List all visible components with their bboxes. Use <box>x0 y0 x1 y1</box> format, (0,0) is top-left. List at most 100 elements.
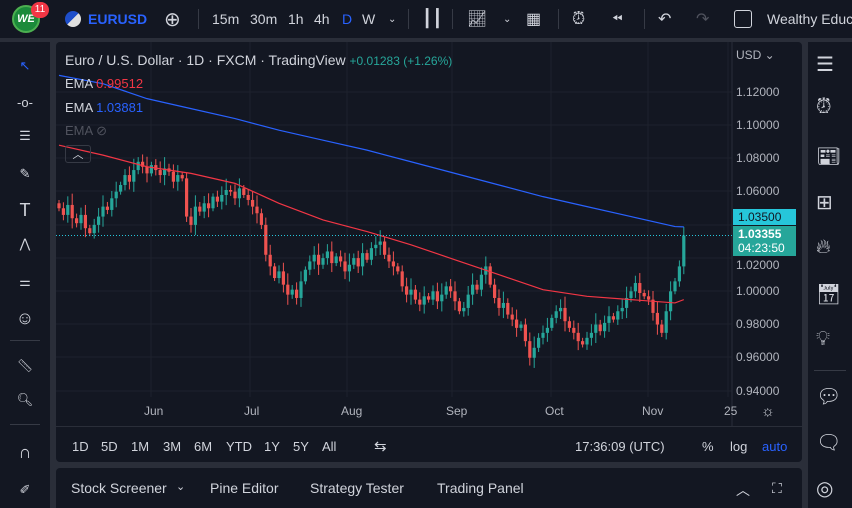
chevron-down-icon[interactable]: ⌄ <box>176 481 186 493</box>
range-1d[interactable]: 1D <box>72 439 89 454</box>
candle-body <box>462 307 466 312</box>
tab-strategy-tester[interactable]: Strategy Tester <box>310 480 404 496</box>
drawing-toolbar: ↖ -o- ☰ ✎ T ⋀ ⚌ ☺ 📏︎ 🔍︎ ∩ ✐ <box>0 42 50 508</box>
maximize-panel-icon[interactable]: ⛶ <box>772 480 782 496</box>
interval-1h[interactable]: 1h <box>288 11 304 27</box>
candle-body <box>220 194 224 202</box>
range-5d[interactable]: 5D <box>101 439 118 454</box>
messages-icon[interactable]: 🗨︎ <box>816 432 842 454</box>
magnet-icon[interactable]: ∩ <box>18 441 32 462</box>
symbol-search[interactable]: EURUSD <box>88 11 148 27</box>
collapse-panel-icon[interactable]: ︿ <box>736 482 750 498</box>
alarm-icon[interactable]: ⏰︎ <box>816 96 832 118</box>
forecast-icon[interactable]: ⚌ <box>19 274 31 289</box>
candle-body <box>75 218 79 224</box>
zoom-in-icon[interactable]: 🔍︎ <box>16 392 34 407</box>
calendar-icon[interactable]: 📅︎ <box>816 284 842 306</box>
tab-trading-panel[interactable]: Trading Panel <box>437 480 524 496</box>
candle-body <box>435 291 439 302</box>
candle-body <box>444 286 448 295</box>
layout-grid-icon[interactable]: ▦ <box>526 11 542 28</box>
clock[interactable]: 17:36:09 (UTC) <box>575 439 665 454</box>
tab-pine-editor[interactable]: Pine Editor <box>210 480 279 496</box>
layout-checkbox[interactable] <box>734 0 752 38</box>
percent-toggle[interactable]: % <box>702 439 714 454</box>
candle-body <box>647 296 651 300</box>
range-1m[interactable]: 1M <box>131 439 150 454</box>
lock-icon[interactable]: ✐ <box>19 482 31 497</box>
pattern-icon[interactable]: ⋀ <box>19 236 31 251</box>
ema-fast-line <box>58 144 685 304</box>
candle-body <box>308 261 312 270</box>
range-6m[interactable]: 6M <box>194 439 213 454</box>
ruler-icon[interactable]: 📏︎ <box>16 358 34 373</box>
interval-d[interactable]: D <box>342 11 353 27</box>
interval-30m[interactable]: 30m <box>250 11 278 27</box>
trend-line-icon[interactable]: -o- <box>17 94 33 110</box>
candle-body <box>563 307 567 322</box>
tab-stock-screener[interactable]: Stock Screener <box>71 480 167 496</box>
price-tick: 0.94000 <box>736 384 780 398</box>
range-1y[interactable]: 1Y <box>264 439 280 454</box>
redo-icon[interactable]: ↷ <box>696 11 710 28</box>
candle-body <box>88 228 92 234</box>
hotlist-fire-icon[interactable]: 🔥︎ <box>816 236 831 258</box>
replay-icon[interactable]: ⏪︎ <box>612 11 623 26</box>
candle-body <box>145 166 149 174</box>
range-3m[interactable]: 3M <box>163 439 182 454</box>
candle-body <box>343 261 347 272</box>
candle-body <box>383 241 387 255</box>
candle-body <box>119 185 123 192</box>
brush-icon[interactable]: ✎ <box>19 166 31 181</box>
range-ytd[interactable]: YTD <box>226 439 252 454</box>
alarm-add-icon[interactable]: ⏰︎ <box>572 9 586 28</box>
interval-4h[interactable]: 4h <box>314 11 330 27</box>
candle-body <box>431 291 435 300</box>
candle-body <box>396 266 400 272</box>
help-icon[interactable]: ◎ <box>816 478 834 500</box>
collapse-legend-button[interactable]: ︿ <box>65 145 91 163</box>
candle-body <box>70 204 74 219</box>
log-toggle[interactable]: log <box>730 439 748 454</box>
candle-body <box>361 253 365 267</box>
last-price-tag: 1.03355 04:23:50 <box>733 226 796 256</box>
chart-panel[interactable]: Euro / U.S. Dollar · 1D · FXCM · Trading… <box>56 42 802 462</box>
ideas-bulb-icon[interactable]: 💡︎ <box>816 328 830 350</box>
candle-body <box>422 296 426 305</box>
news-icon[interactable]: 📰︎ <box>816 146 842 168</box>
date-range-calendar-icon[interactable]: ⇆ <box>374 438 387 455</box>
candle-body <box>281 271 285 285</box>
settings-sun-icon[interactable]: ☼ <box>761 403 775 420</box>
indicators-icon[interactable]: 📈︎ <box>467 11 488 28</box>
candle-body <box>211 196 215 209</box>
add-list-icon[interactable]: ⊞ <box>816 192 833 214</box>
range-all[interactable]: All <box>322 439 337 454</box>
candle-body <box>57 203 61 209</box>
layout-name[interactable]: Wealthy Educ <box>767 11 852 27</box>
price-chart[interactable] <box>56 42 802 462</box>
hidden-eye-icon[interactable]: ⊘ <box>96 123 107 138</box>
interval-15m[interactable]: 15m <box>212 11 240 27</box>
text-icon[interactable]: T <box>19 199 31 220</box>
watchlist-icon[interactable]: ☰ <box>816 54 834 76</box>
undo-icon[interactable]: ↶ <box>658 11 672 28</box>
currency-select[interactable]: USD ⌄ <box>736 48 775 62</box>
cursor-icon[interactable]: ↖ <box>19 58 31 73</box>
candle-body <box>523 324 527 342</box>
interval-w[interactable]: W <box>362 11 376 27</box>
candles-icon[interactable]: ┃┃ <box>422 9 443 28</box>
chevron-down-icon[interactable]: ⌄ <box>388 13 397 25</box>
auto-toggle[interactable]: auto <box>762 439 788 454</box>
candle-body <box>677 266 681 282</box>
range-5y[interactable]: 5Y <box>293 439 309 454</box>
candle-body <box>506 302 510 315</box>
ema-label: EMA <box>65 123 93 138</box>
chats-icon[interactable]: 💬︎ <box>816 386 842 408</box>
chevron-down-icon[interactable]: ⌄ <box>503 13 512 25</box>
chart-legend: Euro / U.S. Dollar · 1D · FXCM · Trading… <box>65 52 452 68</box>
candle-body <box>123 175 127 186</box>
compare-add-icon[interactable]: ⊕ <box>164 8 181 31</box>
candle-body <box>642 292 646 297</box>
fib-icon[interactable]: ☰ <box>19 128 31 143</box>
emoji-icon[interactable]: ☺ <box>15 307 35 328</box>
